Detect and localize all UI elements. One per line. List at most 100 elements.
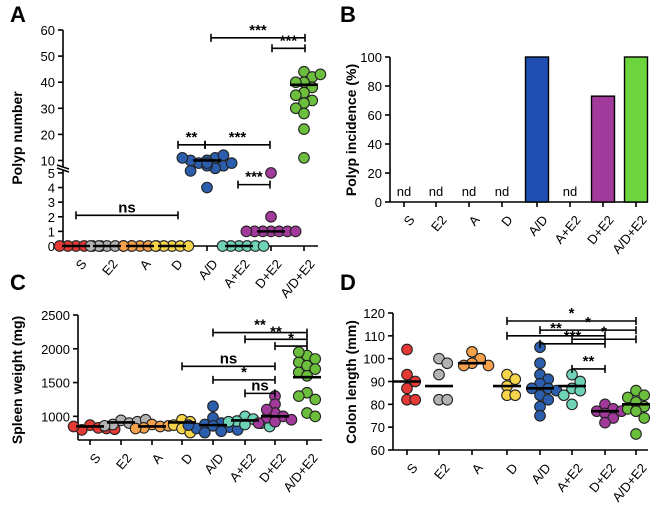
- significance-label-d4: ***: [564, 328, 582, 345]
- data-point-g4-11: [198, 426, 211, 439]
- x-category-label-7: A/D+E2: [280, 450, 321, 494]
- x-category-label-3: D: [178, 450, 196, 467]
- data-point-g7-6: [630, 405, 642, 418]
- data-point-g4-8: [215, 425, 228, 438]
- x-category-label-7: A/D+E2: [609, 212, 650, 256]
- data-point-g7-8: [630, 428, 642, 440]
- y-tick-label-110: 110: [364, 329, 385, 344]
- y-tick-label-1500: 1500: [41, 376, 70, 391]
- data-point-g4-9: [542, 393, 555, 406]
- significance-label-a5: ***: [245, 169, 263, 186]
- panel-label-d: D: [340, 270, 356, 295]
- x-category-label-3: D: [503, 460, 521, 477]
- data-point-g6-6: [599, 416, 611, 429]
- x-category-label-5: A+E2: [220, 256, 252, 290]
- y-tick-label-2000: 2000: [41, 342, 70, 357]
- x-category-label-4: A/D: [525, 212, 550, 238]
- data-point-g7-4: [309, 363, 322, 375]
- significance-label-d2: *: [601, 323, 607, 340]
- significance-label-c3: ns: [220, 350, 238, 367]
- data-point-g7-1: [638, 389, 651, 402]
- y-axis-title: Polyp number: [9, 91, 25, 185]
- axis-break-mark: [56, 164, 70, 170]
- data-point-g6-7: [240, 225, 253, 238]
- data-point-g4-12: [184, 165, 197, 177]
- data-point-g3-1: [509, 373, 522, 386]
- x-category-label-1: E2: [431, 460, 453, 482]
- panel-label-c: C: [10, 270, 26, 295]
- x-category-label-0: S: [73, 256, 90, 273]
- data-point-g5-4: [557, 389, 570, 402]
- y-tick-label-90: 90: [371, 375, 385, 390]
- data-point-g7-10: [309, 410, 322, 423]
- data-point-g0-5: [409, 393, 422, 406]
- data-point-g5-5: [257, 240, 270, 252]
- x-category-label-2: A: [149, 450, 166, 467]
- significance-label-a4: ***: [229, 129, 247, 146]
- y-tick-label-2500: 2500: [41, 308, 70, 323]
- x-category-label-7: A/D+E2: [609, 460, 650, 504]
- y-tick-label-40: 40: [368, 137, 382, 152]
- y-tick-label-20: 20: [41, 127, 55, 142]
- x-category-label-1: E2: [113, 450, 135, 472]
- x-category-label-3: D: [168, 256, 186, 273]
- data-point-g7-12: [292, 390, 305, 402]
- y-tick-label-80: 80: [371, 397, 385, 412]
- bar-6: [590, 95, 616, 203]
- data-point-g7-7: [638, 412, 651, 424]
- significance-label-d1: *: [585, 314, 591, 331]
- y-tick-label-0: 0: [375, 195, 382, 210]
- y-tick-label-4: 4: [48, 181, 55, 196]
- bar-4: [524, 56, 550, 203]
- data-point-g7-6: [301, 369, 313, 382]
- data-point-g4-1: [534, 357, 546, 370]
- bar-label-2: nd: [462, 184, 476, 199]
- significance-label-a0: ns: [118, 199, 136, 216]
- data-point-g7-8: [289, 102, 302, 115]
- data-point-g4-13: [201, 181, 213, 194]
- y-tick-label-60: 60: [368, 108, 382, 123]
- x-category-label-4: A/D: [528, 460, 553, 486]
- y-tick-label-120: 120: [363, 306, 385, 321]
- data-point-g6-5: [265, 210, 277, 223]
- bar-label-1: nd: [429, 184, 443, 199]
- data-point-g4-0: [207, 400, 219, 413]
- bar-label-3: nd: [495, 184, 509, 199]
- significance-label-a2: ***: [280, 32, 298, 49]
- y-tick-label-80: 80: [368, 79, 382, 94]
- data-point-g5-5: [566, 398, 578, 411]
- data-point-g2-4: [129, 422, 142, 435]
- y-tick-label-40: 40: [41, 75, 55, 90]
- significance-label-c0: **: [254, 317, 266, 334]
- significance-label-a3: **: [186, 129, 198, 146]
- data-point-g4-8: [176, 152, 189, 164]
- x-category-label-0: S: [404, 460, 421, 477]
- x-category-label-2: A: [469, 460, 486, 477]
- x-category-label-0: S: [401, 212, 418, 229]
- significance-label-c5: ns: [251, 377, 269, 394]
- x-category-label-0: S: [87, 450, 104, 467]
- x-category-label-7: A/D+E2: [277, 256, 318, 300]
- significance-label-c4: *: [241, 364, 247, 381]
- data-point-g4-4: [217, 149, 230, 162]
- data-point-g7-8: [309, 393, 322, 406]
- y-tick-label-1: 1: [48, 224, 55, 239]
- panel-label-b: B: [340, 2, 356, 27]
- data-point-g0-3: [401, 382, 413, 395]
- y-tick-label-100: 100: [363, 352, 385, 367]
- data-point-g6-8: [260, 403, 273, 416]
- data-point-g6-6: [269, 415, 281, 428]
- y-tick-label-5: 5: [48, 166, 55, 181]
- significance-label-a1: ***: [249, 22, 267, 39]
- y-tick-label-2: 2: [48, 210, 55, 225]
- y-tick-label-0: 0: [48, 239, 55, 254]
- y-tick-label-3: 3: [48, 195, 55, 210]
- x-category-label-4: A/D: [195, 256, 220, 282]
- data-point-g7-11: [298, 107, 310, 120]
- data-point-g7-13: [298, 152, 310, 164]
- y-axis-title: Polyp incidence (%): [343, 64, 359, 196]
- y-tick-label-50: 50: [41, 49, 55, 64]
- y-tick-label-60: 60: [41, 23, 55, 38]
- panel-label-a: A: [10, 2, 26, 27]
